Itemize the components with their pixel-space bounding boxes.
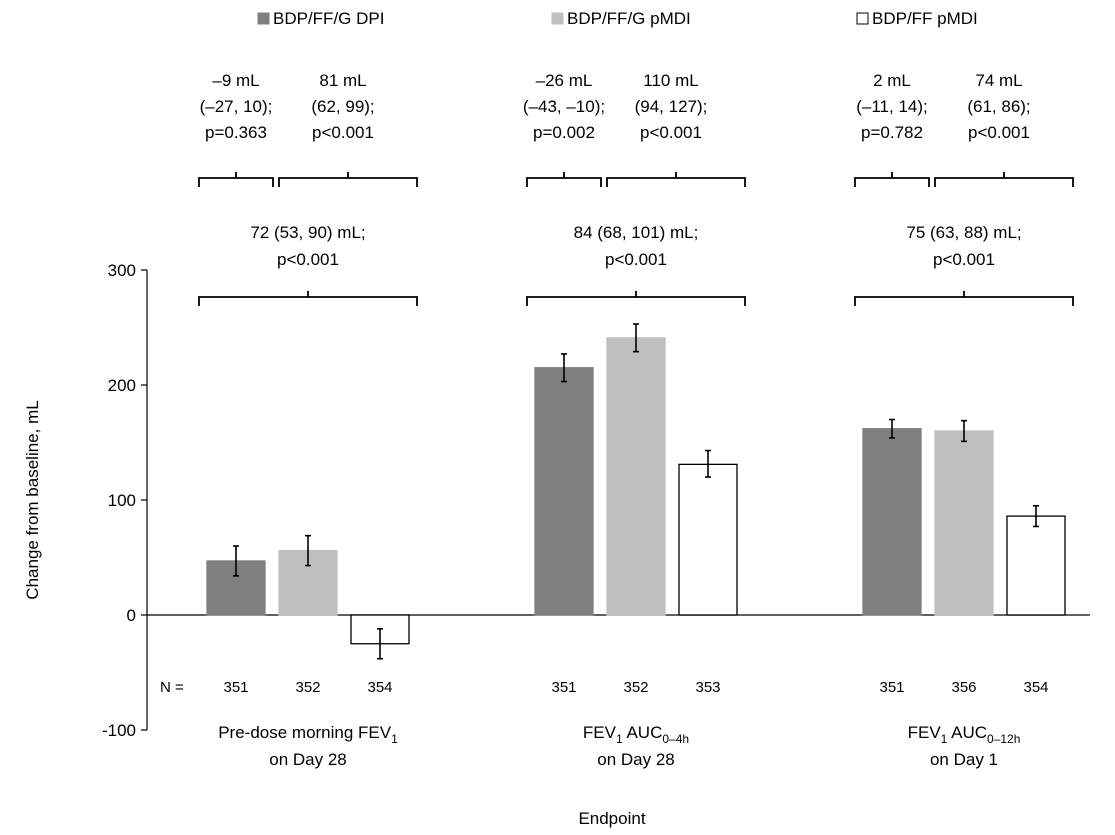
- bars: [206, 323, 1066, 660]
- n-value: 353: [695, 679, 720, 696]
- comparison-left-text: (–11, 14);: [856, 97, 928, 116]
- comparison-annotations: –9 mL (–27, 10); p=0.363 81 mL (62, 99); p<0.…: [198, 71, 1074, 306]
- category-label-text: FEV: [908, 723, 942, 742]
- comparison-left-text: (–27, 10);: [200, 97, 273, 116]
- comparison-bracket-left: [854, 172, 930, 187]
- legend-swatch-2: [551, 12, 564, 25]
- y-tick-label: -100: [102, 721, 136, 740]
- comparison-bracket-overall: [198, 291, 418, 306]
- n-value: 351: [879, 679, 904, 696]
- n-value: 351: [551, 679, 576, 696]
- category-label-subscript: 1: [391, 732, 398, 746]
- x-axis-label: Endpoint: [578, 809, 645, 828]
- comparison-left-text: –26 mL: [536, 71, 593, 90]
- category-label-line2: on Day 1: [930, 750, 998, 769]
- category-label-text: Pre-dose morning FEV: [218, 723, 392, 742]
- category-label-subscript: 0–12h: [987, 732, 1020, 746]
- comparison-overall-text: 75 (63, 88) mL;: [906, 223, 1021, 242]
- legend-label-2: BDP/FF/G pMDI: [567, 9, 691, 28]
- comparison-right-text: 81 mL: [319, 71, 366, 90]
- bar-1-3: [862, 428, 922, 616]
- comparison-right-text: 110 mL: [643, 71, 698, 90]
- comparison-right-text: p<0.001: [312, 123, 374, 142]
- bar-1-1: [206, 560, 266, 616]
- comparison-bracket-right: [934, 172, 1074, 187]
- comparison-left-text: 2 mL: [873, 71, 911, 90]
- bar-2-3: [934, 430, 994, 616]
- legend-swatch-1: [257, 12, 270, 25]
- category-label-line2: on Day 28: [597, 750, 675, 769]
- legend-label-1: BDP/FF/G DPI: [273, 9, 384, 28]
- comparison-overall-text: 72 (53, 90) mL;: [250, 223, 365, 242]
- comparison-bracket-overall: [854, 291, 1074, 306]
- comparison-right-text: (61, 86);: [967, 97, 1030, 116]
- comparison-left-text: p=0.363: [205, 123, 267, 142]
- category-label-3: FEV1 AUC0–12h: [908, 723, 1021, 746]
- n-value: 356: [951, 679, 976, 696]
- comparison-bracket-left: [198, 172, 274, 187]
- n-value: 352: [623, 679, 648, 696]
- comparison-right-text: p<0.001: [640, 123, 702, 142]
- comparison-left-text: –9 mL: [212, 71, 259, 90]
- comparison-bracket-right: [278, 172, 418, 187]
- bar-3-2: [678, 463, 738, 616]
- comparison-left-text: p=0.002: [533, 123, 595, 142]
- comparison-bracket-overall: [526, 291, 746, 306]
- y-axis-label: Change from baseline, mL: [23, 400, 42, 599]
- comparison-bracket-right: [606, 172, 746, 187]
- n-value: 351: [223, 679, 248, 696]
- comparison-right-text: (94, 127);: [635, 97, 708, 116]
- n-value: 354: [1023, 679, 1048, 696]
- y-tick-label: 100: [108, 491, 136, 510]
- category-label-subscript: 1: [941, 732, 948, 746]
- category-label-text: AUC: [947, 723, 987, 742]
- bar-1-2: [534, 367, 594, 616]
- category-label-text: AUC: [623, 723, 663, 742]
- category-label-text: FEV: [583, 723, 617, 742]
- comparison-right-text: p<0.001: [968, 123, 1030, 142]
- legend-swatch-3: [856, 12, 869, 25]
- comparison-overall-text: p<0.001: [933, 250, 995, 269]
- n-value: 354: [367, 679, 392, 696]
- category-label-subscript: 1: [616, 732, 623, 746]
- category-label-2: FEV1 AUC0–4h: [583, 723, 689, 746]
- comparison-right-text: (62, 99);: [311, 97, 374, 116]
- legend-label-3: BDP/FF pMDI: [872, 9, 978, 28]
- bar-3-3: [1006, 515, 1066, 616]
- comparison-overall-text: 84 (68, 101) mL;: [574, 223, 699, 242]
- y-tick-label: 0: [127, 606, 136, 625]
- category-label-line2: on Day 28: [269, 750, 347, 769]
- category-label-1: Pre-dose morning FEV1: [218, 723, 398, 746]
- sample-size-row: N = 351 351 351 352 352 356 354 353 354: [160, 679, 1049, 696]
- comparison-bracket-left: [526, 172, 602, 187]
- y-tick-label: 300: [108, 261, 136, 280]
- comparison-overall-text: p<0.001: [605, 250, 667, 269]
- comparison-left-text: (–43, –10);: [523, 97, 605, 116]
- comparison-right-text: 74 mL: [975, 71, 1022, 90]
- comparison-overall-text: p<0.001: [277, 250, 339, 269]
- n-prefix-label: N =: [160, 679, 184, 696]
- y-tick-label: 200: [108, 376, 136, 395]
- legend: BDP/FF/G DPI BDP/FF/G pMDI BDP/FF pMDI: [257, 9, 978, 28]
- n-value: 352: [295, 679, 320, 696]
- comparison-left-text: p=0.782: [861, 123, 923, 142]
- category-label-subscript: 0–4h: [662, 732, 689, 746]
- bar-2-2: [606, 337, 666, 616]
